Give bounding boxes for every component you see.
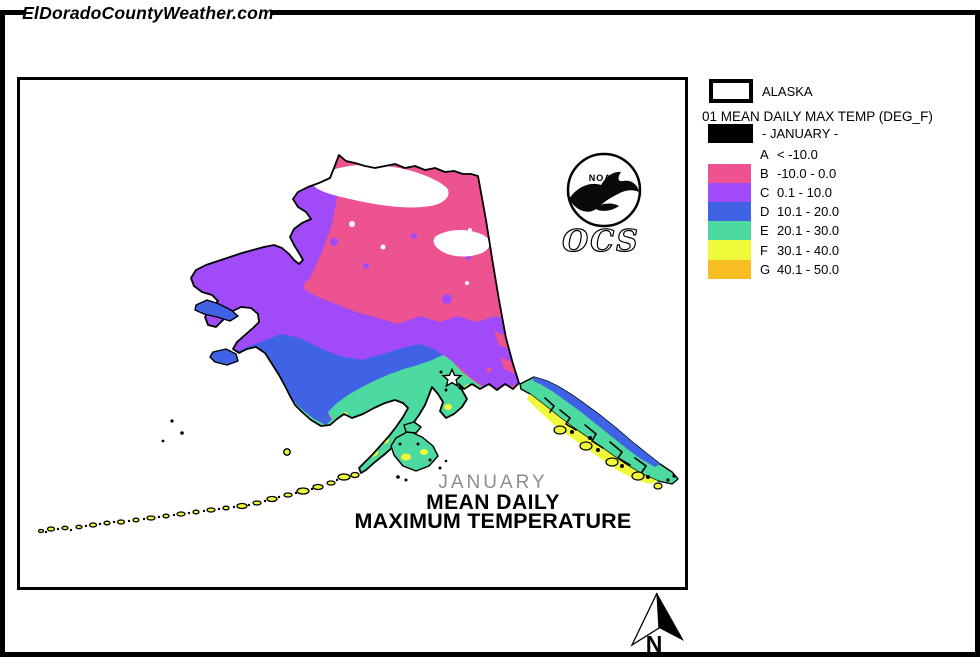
legend-rows: A < -10.0 B -10.0 - 0.0 C 0.1 - 10.0 D 1… (708, 145, 968, 279)
legend-region-label: ALASKA (762, 84, 813, 99)
legend-header: 01 MEAN DAILY MAX TEMP (DEG_F) (702, 109, 933, 124)
legend-january-swatch (708, 124, 753, 143)
legend-class-range: 40.1 - 50.0 (777, 261, 840, 277)
legend-swatch (708, 221, 751, 241)
legend-class-range: 10.1 - 20.0 (777, 204, 840, 220)
map-caption-line2: MEAN DAILY (426, 491, 560, 514)
legend-class-letter: B (760, 166, 769, 182)
panhandle (519, 376, 679, 490)
kodiak-island (390, 421, 448, 482)
legend-class-range: 20.1 - 30.0 (777, 223, 840, 239)
site-title: ElDoradoCountyWeather.com (22, 0, 274, 27)
legend-swatch (708, 164, 751, 184)
legend: ALASKA 01 MEAN DAILY MAX TEMP (DEG_F) - … (700, 79, 975, 289)
legend-class-letter: E (760, 223, 769, 239)
map-caption: JANUARY MEAN DAILY MAXIMUM TEMPERATURE (303, 472, 683, 533)
map-caption-month: JANUARY (438, 472, 548, 493)
legend-row: E 20.1 - 30.0 (708, 221, 968, 241)
zone-a-blobs (311, 164, 490, 285)
noaa-logo-label: NOAA (589, 173, 620, 183)
aleutian-islands (37, 471, 360, 534)
north-arrow-icon: N (630, 592, 684, 657)
ocs-label: OCS (562, 224, 640, 259)
nunivak-island (209, 348, 239, 366)
legend-swatch (708, 259, 751, 279)
legend-row: F 30.1 - 40.0 (708, 240, 968, 260)
anchorage-star (441, 367, 463, 388)
legend-class-range: -10.0 - 0.0 (777, 166, 837, 182)
north-arrow-label: N (646, 631, 663, 657)
zone-c-band (191, 244, 519, 388)
legend-class-letter: G (760, 261, 771, 277)
small-island (283, 448, 291, 456)
legend-row: B -10.0 - 0.0 (708, 164, 968, 184)
st-lawrence-island (194, 299, 239, 322)
legend-row: G 40.1 - 50.0 (708, 259, 968, 279)
zone-c-specks (305, 233, 471, 304)
legend-class-letter: C (760, 185, 770, 201)
legend-january-label: - JANUARY - (762, 126, 839, 141)
map-caption-line3: MAXIMUM TEMPERATURE (354, 509, 632, 533)
legend-class-range: 30.1 - 40.0 (777, 242, 840, 258)
legend-swatch (708, 145, 751, 165)
legend-class-letter: A (760, 147, 769, 163)
page-border (0, 10, 980, 657)
legend-region-swatch (709, 79, 753, 103)
anchorage-area-specks (439, 370, 462, 392)
legend-class-letter: D (760, 204, 770, 220)
legend-row: D 10.1 - 20.0 (708, 202, 968, 222)
noaa-bird-icon (569, 171, 639, 212)
legend-swatch (708, 183, 751, 203)
legend-class-letter: F (760, 242, 768, 258)
legend-row: C 0.1 - 10.0 (708, 183, 968, 203)
noaa-logo: NOAA OCS (562, 152, 642, 260)
islands (161, 299, 462, 482)
legend-swatch (708, 202, 751, 222)
legend-swatch (708, 240, 751, 260)
legend-class-range: 0.1 - 10.0 (777, 185, 832, 201)
legend-row: A < -10.0 (708, 145, 968, 165)
legend-class-range: < -10.0 (777, 147, 818, 163)
pribilof-islands (161, 419, 184, 443)
alaska-mainland (190, 154, 520, 474)
